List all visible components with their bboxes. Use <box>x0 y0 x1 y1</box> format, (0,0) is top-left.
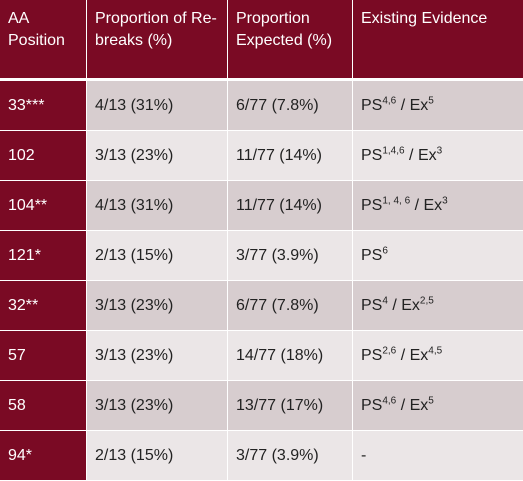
expected-cell: 3/77 (3.9%) <box>228 231 353 281</box>
rebreaks-cell: 4/13 (31%) <box>87 181 228 231</box>
aa-position-cell: 58 <box>0 381 87 431</box>
ps-label: PS <box>361 96 383 114</box>
ps-references: 4,6 <box>382 95 397 107</box>
expected-cell: 13/77 (17%) <box>228 381 353 431</box>
expected-cell: 6/77 (7.8%) <box>228 81 353 131</box>
aa-position-cell: 94* <box>0 431 87 481</box>
separator: / <box>387 296 402 314</box>
table-row: 121* 2/13 (15%) 3/77 (3.9%) PS6 <box>0 231 523 281</box>
ps-label: PS <box>361 246 383 264</box>
ps-label: PS <box>361 396 383 414</box>
header-aa-position: AA Position <box>0 0 87 81</box>
header-proportion-expected: Proportion Expected (%) <box>228 0 353 81</box>
ex-label: Ex <box>401 296 420 314</box>
separator: / <box>396 96 410 114</box>
evidence-cell: PS4 / Ex2,5 <box>353 281 523 331</box>
ex-label: Ex <box>409 396 429 414</box>
expected-cell: 11/77 (14%) <box>228 131 353 181</box>
ps-label: PS <box>361 196 383 214</box>
evidence-cell: PS1, 4, 6 / Ex3 <box>353 181 523 231</box>
aa-position-cell: 121* <box>0 231 87 281</box>
ps-references: 1, 4, 6 <box>382 195 411 207</box>
separator: / <box>410 196 424 214</box>
expected-cell: 14/77 (18%) <box>228 331 353 381</box>
evidence-cell: PS4,6 / Ex5 <box>353 81 523 131</box>
aa-position-cell: 102 <box>0 131 87 181</box>
evidence-cell: PS4,6 / Ex5 <box>353 381 523 431</box>
aa-position-cell: 32** <box>0 281 87 331</box>
ex-label: Ex <box>409 346 429 364</box>
ex-references: 4,5 <box>428 345 443 357</box>
ps-references: 4,6 <box>382 395 397 407</box>
ps-label: PS <box>361 146 383 164</box>
table-row: 33*** 4/13 (31%) 6/77 (7.8%) PS4,6 / Ex5 <box>0 81 523 131</box>
rebreaks-cell: 3/13 (23%) <box>87 331 228 381</box>
aa-position-cell: 33*** <box>0 81 87 131</box>
ex-references: 3 <box>442 195 448 207</box>
table-row: 32** 3/13 (23%) 6/77 (7.8%) PS4 / Ex2,5 <box>0 281 523 331</box>
header-proportion-rebreaks: Proportion of Re-breaks (%) <box>87 0 228 81</box>
rebreaks-cell: 3/13 (23%) <box>87 131 228 181</box>
expected-cell: 6/77 (7.8%) <box>228 281 353 331</box>
ps-references: 1,4,6 <box>382 145 405 157</box>
rebreaks-cell: 2/13 (15%) <box>87 231 228 281</box>
ex-label: Ex <box>417 146 437 164</box>
ex-references: 5 <box>428 95 434 107</box>
ps-references: 4 <box>382 295 388 307</box>
aa-position-cell: 104** <box>0 181 87 231</box>
table-row: 58 3/13 (23%) 13/77 (17%) PS4,6 / Ex5 <box>0 381 523 431</box>
evidence-cell: PS1,4,6 / Ex3 <box>353 131 523 181</box>
header-existing-evidence: Existing Evidence <box>353 0 523 81</box>
table-row: 104** 4/13 (31%) 11/77 (14%) PS1, 4, 6 / Ex… <box>0 181 523 231</box>
header-row: AA Position Proportion of Re-breaks (%) … <box>0 0 523 81</box>
separator: / <box>396 396 410 414</box>
separator: / <box>396 346 410 364</box>
ps-label: PS <box>361 346 383 364</box>
table-row: 102 3/13 (23%) 11/77 (14%) PS1,4,6 / Ex3 <box>0 131 523 181</box>
ps-references: 6 <box>382 245 388 257</box>
aa-position-cell: 57 <box>0 331 87 381</box>
evidence-cell: - <box>353 431 523 481</box>
no-evidence: - <box>361 446 367 464</box>
separator: / <box>404 146 418 164</box>
ex-references: 2,5 <box>419 295 434 307</box>
ex-label: Ex <box>409 96 429 114</box>
ex-label: Ex <box>423 196 443 214</box>
rebreaks-cell: 3/13 (23%) <box>87 381 228 431</box>
rebreaks-cell: 4/13 (31%) <box>87 81 228 131</box>
ps-references: 2,6 <box>382 345 397 357</box>
table-row: 94* 2/13 (15%) 3/77 (3.9%) - <box>0 431 523 481</box>
evidence-cell: PS6 <box>353 231 523 281</box>
expected-cell: 11/77 (14%) <box>228 181 353 231</box>
rebreaks-cell: 3/13 (23%) <box>87 281 228 331</box>
rebreaks-cell: 2/13 (15%) <box>87 431 228 481</box>
ps-label: PS <box>361 296 383 314</box>
evidence-cell: PS2,6 / Ex4,5 <box>353 331 523 381</box>
ex-references: 3 <box>436 145 443 157</box>
ex-references: 5 <box>428 395 434 407</box>
expected-cell: 3/77 (3.9%) <box>228 431 353 481</box>
table-row: 57 3/13 (23%) 14/77 (18%) PS2,6 / Ex4,5 <box>0 331 523 381</box>
